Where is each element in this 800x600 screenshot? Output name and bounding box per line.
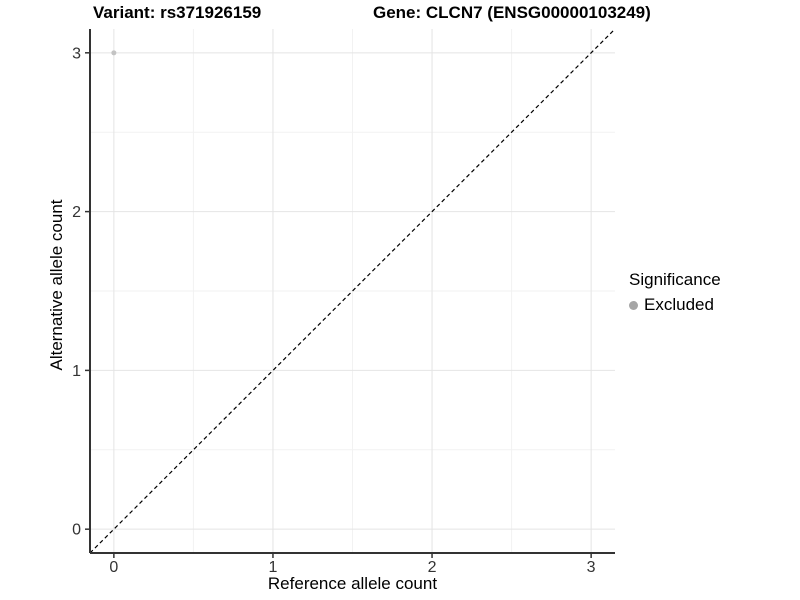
x-axis-title: Reference allele count (267, 574, 438, 593)
y-tick-label: 3 (72, 45, 81, 62)
x-tick-label: 1 (269, 559, 278, 576)
plot-title-gene: Gene: CLCN7 (ENSG00000103249) (373, 3, 651, 22)
y-tick-label: 0 (72, 522, 81, 539)
identity-line (89, 28, 616, 554)
y-tick-label: 2 (72, 204, 81, 221)
legend-item-excluded: Excluded (629, 295, 721, 315)
y-tick-label: 1 (72, 363, 81, 380)
y-axis-title: Alternative allele count (47, 199, 66, 371)
legend-item-label: Excluded (644, 295, 714, 314)
plot-title-variant: Variant: rs371926159 (93, 3, 262, 22)
x-tick-label: 2 (428, 559, 437, 576)
x-tick-label: 3 (587, 559, 596, 576)
legend-title: Significance (629, 270, 721, 289)
x-tick-label: 0 (109, 559, 118, 576)
legend-point-icon (629, 300, 638, 310)
data-point (111, 50, 117, 56)
legend: Significance Excluded (629, 270, 721, 315)
